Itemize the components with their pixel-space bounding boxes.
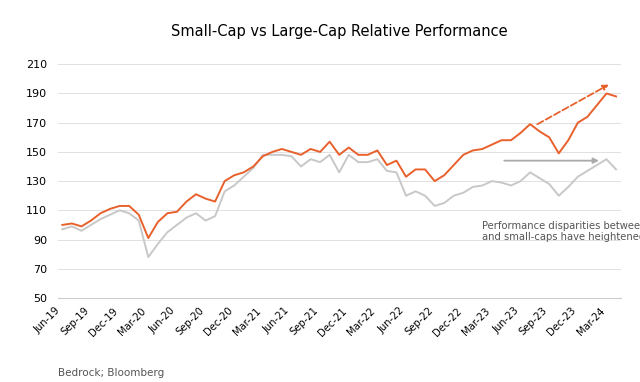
Text: Performance disparities between large-
and small-caps have heightened of late: Performance disparities between large- a… [483, 220, 640, 242]
Title: Small-Cap vs Large-Cap Relative Performance: Small-Cap vs Large-Cap Relative Performa… [171, 24, 508, 39]
Text: Bedrock; Bloomberg: Bedrock; Bloomberg [58, 368, 164, 378]
